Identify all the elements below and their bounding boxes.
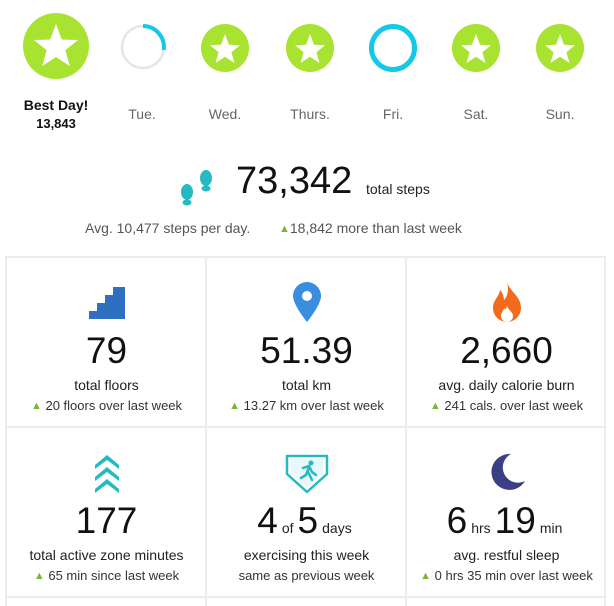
calories-change: ▲ 241 cals. over last week	[407, 398, 606, 413]
day-wed[interactable]: Wed.	[187, 0, 263, 140]
weekly-days-row: Best Day! 13,843 Tue. Wed. Thurs. Fri.	[0, 0, 614, 140]
day-label: Wed.	[208, 106, 242, 122]
day-tue[interactable]: Tue.	[104, 0, 180, 140]
exercise-days-count: 4	[257, 500, 278, 541]
goal-complete-icon	[23, 13, 89, 79]
floors-label: total floors	[74, 377, 139, 393]
sleep-value: 6 hrs 19 min	[407, 500, 606, 542]
exercise-change: same as previous week	[238, 568, 375, 583]
azm-change-text: 65 min since last week	[48, 568, 180, 583]
calories-value: 2,660	[460, 330, 553, 371]
day-label: Tue.	[128, 106, 156, 122]
exercise-of: of	[281, 520, 294, 536]
distance-change: ▲ 13.27 km over last week	[207, 398, 406, 413]
exercise-label: exercising this week	[243, 547, 370, 563]
calories-tile[interactable]: 2,660 avg. daily calorie burn ▲ 241 cals…	[407, 258, 606, 427]
flame-icon	[492, 282, 521, 322]
divider	[5, 256, 7, 606]
goal-complete-icon	[286, 24, 334, 72]
day-sun[interactable]: Sun.	[522, 0, 598, 140]
sleep-minutes-unit: min	[539, 520, 563, 536]
floors-tile[interactable]: 79 total floors ▲ 20 floors over last we…	[7, 258, 206, 427]
exercise-unit: days	[322, 520, 352, 536]
sleep-tile[interactable]: 6 hrs 19 min avg. restful sleep ▲ 0 hrs 35 …	[407, 428, 606, 597]
divider	[5, 596, 606, 598]
day-fri[interactable]: Fri.	[355, 0, 431, 140]
sleep-change: ▲ 0 hrs 35 min over last week	[407, 568, 606, 583]
distance-tile[interactable]: 51.39 total km ▲ 13.27 km over last week	[207, 258, 406, 427]
azm-value: 177	[75, 500, 138, 541]
up-arrow-icon: ▲	[33, 570, 45, 582]
up-arrow-icon: ▲	[279, 223, 290, 235]
exercise-tile[interactable]: 4 of 5 days exercising this week same as pr…	[207, 428, 406, 597]
day-label: Sun.	[545, 106, 575, 122]
sleep-hours-unit: hrs	[471, 520, 491, 536]
goal-complete-icon	[536, 24, 584, 72]
azm-change: ▲ 65 min since last week	[7, 568, 206, 583]
up-arrow-icon: ▲	[30, 400, 42, 412]
up-arrow-icon: ▲	[420, 570, 432, 582]
distance-value: 51.39	[260, 330, 353, 371]
active-zone-minutes-tile[interactable]: 177 total active zone minutes ▲ 65 min s…	[7, 428, 206, 597]
steps-change: ▲18,842 more than last week	[279, 220, 462, 236]
distance-change-text: 13.27 km over last week	[243, 398, 384, 413]
sleep-change-text: 0 hrs 35 min over last week	[434, 568, 593, 583]
day-label: Sat.	[463, 106, 489, 122]
moon-icon	[490, 453, 525, 490]
day-label: Best Day!	[23, 97, 89, 113]
divider	[205, 256, 207, 606]
exercise-value: 4 of 5 days	[207, 500, 406, 542]
steps-change-text: 18,842 more than last week	[289, 220, 462, 236]
sleep-label: avg. restful sleep	[453, 547, 560, 563]
day-thurs[interactable]: Thurs.	[272, 0, 348, 140]
exercise-days-goal: 5	[297, 500, 319, 541]
floors-change: ▲ 20 floors over last week	[7, 398, 206, 413]
floors-value: 79	[85, 330, 128, 371]
calories-change-text: 241 cals. over last week	[444, 398, 584, 413]
up-arrow-icon: ▲	[429, 400, 441, 412]
total-steps-unit: total steps	[366, 181, 430, 197]
goal-complete-icon	[452, 24, 500, 72]
location-pin-icon	[292, 282, 321, 322]
avg-steps-text: Avg. 10,477 steps per day.	[85, 220, 251, 236]
stairs-icon	[88, 287, 125, 319]
day-best[interactable]: Best Day! 13,843	[14, 0, 98, 140]
divider	[405, 256, 407, 606]
active-zone-chevrons-icon	[94, 455, 119, 493]
floors-change-text: 20 floors over last week	[45, 398, 183, 413]
azm-label: total active zone minutes	[29, 547, 184, 563]
calories-label: avg. daily calorie burn	[438, 377, 575, 393]
sleep-minutes: 19	[494, 500, 536, 541]
day-sat[interactable]: Sat.	[438, 0, 514, 140]
distance-label: total km	[281, 377, 331, 393]
divider	[604, 256, 606, 606]
day-label: Thurs.	[290, 106, 330, 122]
stats-grid: 79 total floors ▲ 20 floors over last we…	[5, 256, 606, 606]
total-steps-summary: 73,342 total steps	[0, 160, 614, 210]
up-arrow-icon: ▲	[229, 400, 241, 412]
exercise-runner-icon	[285, 454, 328, 494]
sleep-hours: 6	[446, 500, 468, 541]
divider	[5, 256, 606, 258]
partial-ring-icon	[369, 24, 417, 72]
best-day-steps: 13,843	[36, 116, 76, 131]
divider	[5, 426, 606, 428]
footprints-icon	[181, 170, 212, 206]
day-label: Fri.	[382, 106, 404, 122]
goal-complete-icon	[201, 24, 249, 72]
total-steps-value: 73,342	[236, 160, 353, 202]
partial-ring-icon	[120, 24, 166, 70]
